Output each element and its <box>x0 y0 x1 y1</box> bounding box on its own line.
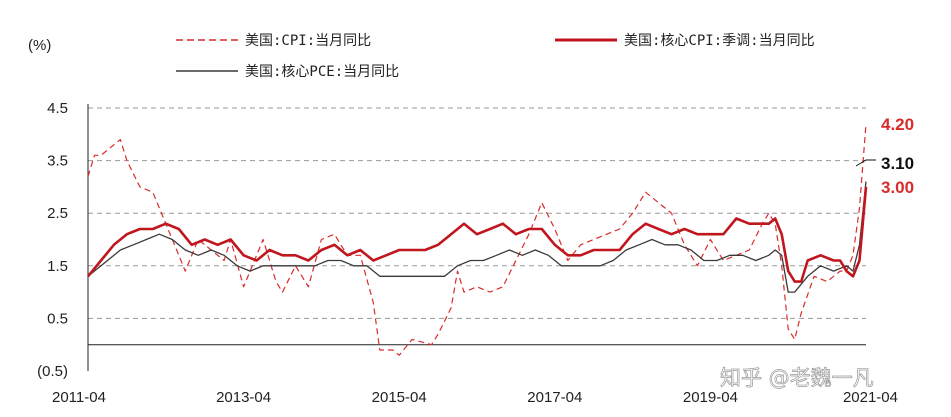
x-tick-label: 2019-04 <box>683 389 738 406</box>
x-tick-label: 2011-04 <box>52 389 106 406</box>
series-line-2 <box>87 181 867 293</box>
legend-label-cpi: 美国:CPI:当月同比 <box>245 33 371 49</box>
x-tick-label: 2015-04 <box>372 389 427 406</box>
y-tick-label: 1.5 <box>47 258 68 275</box>
series-line-1 <box>86 186 868 283</box>
y-tick-label: 3.5 <box>47 153 68 170</box>
end-value-label: 3.00 <box>881 178 914 197</box>
end-value-label: 3.10 <box>881 154 914 173</box>
legend-label-core-pce: 美国:核心PCE:当月同比 <box>245 64 399 80</box>
y-tick-label: 2.5 <box>47 205 68 222</box>
watermark: 知乎 @老魏一凡 <box>720 366 874 390</box>
legend: 美国:CPI:当月同比 美国:核心CPI:季调:当月同比 美国:核心PCE:当月… <box>176 33 815 80</box>
series-lines <box>86 123 868 356</box>
x-axis-ticks: 2011-04 2013-04 2015-04 2017-04 2019-04 2021-… <box>52 389 898 406</box>
end-value-label: 4.20 <box>881 115 914 134</box>
legend-label-core-cpi: 美国:核心CPI:季调:当月同比 <box>624 33 815 49</box>
y-tick-label: 0.5 <box>47 310 68 327</box>
grid-lines <box>87 104 866 371</box>
x-tick-label: 2017-04 <box>527 389 582 406</box>
end-value-labels: 4.20 3.10 3.00 <box>855 115 914 197</box>
y-axis-unit-label: (%) <box>28 37 51 54</box>
y-tick-label: (0.5) <box>37 363 68 380</box>
x-tick-label: 2021-04 <box>843 389 898 406</box>
y-axis-ticks: 4.5 3.5 2.5 1.5 0.5 (0.5) <box>37 100 68 380</box>
label-connector <box>855 159 876 167</box>
x-tick-label: 2013-04 <box>216 389 271 406</box>
series-line-0 <box>87 123 867 356</box>
y-tick-label: 4.5 <box>47 100 68 117</box>
